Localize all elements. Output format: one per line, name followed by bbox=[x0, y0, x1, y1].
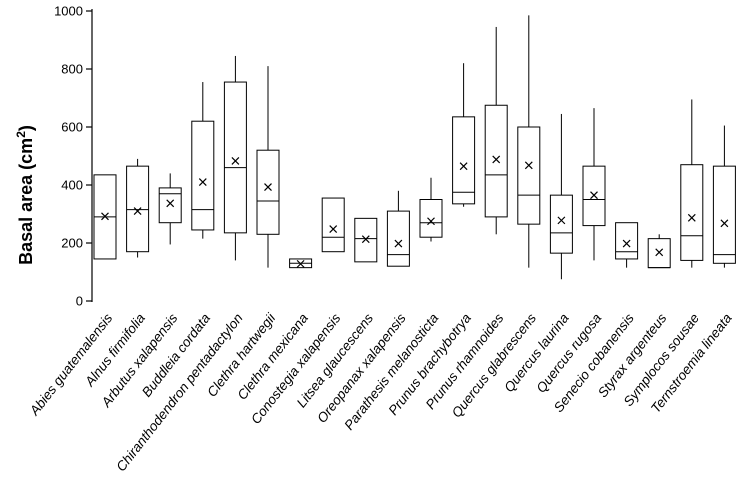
iqr-box bbox=[419, 199, 443, 238]
iqr-box bbox=[680, 164, 704, 261]
iqr-box bbox=[158, 187, 182, 224]
mean-marker bbox=[329, 225, 338, 234]
box-3 bbox=[158, 173, 182, 245]
mean-marker bbox=[622, 239, 631, 248]
mean-marker bbox=[264, 183, 272, 191]
box-14 bbox=[517, 15, 541, 268]
y-tick-label: 1000 bbox=[54, 4, 83, 19]
y-tick-label: 200 bbox=[61, 236, 83, 251]
mean-marker bbox=[427, 217, 435, 226]
iqr-box bbox=[354, 217, 378, 263]
iqr-box bbox=[321, 197, 345, 253]
mean-marker bbox=[687, 213, 696, 222]
box-2 bbox=[126, 158, 150, 258]
box-12 bbox=[452, 63, 476, 207]
box-8 bbox=[321, 197, 345, 253]
box-6 bbox=[256, 66, 280, 268]
iqr-box bbox=[126, 165, 150, 253]
mean-marker bbox=[361, 235, 370, 244]
mean-marker bbox=[231, 157, 240, 165]
iqr-box bbox=[452, 116, 476, 205]
mean-marker bbox=[459, 162, 468, 171]
y-tick-label: 0 bbox=[76, 294, 83, 309]
y-tick-label: 600 bbox=[61, 120, 83, 135]
box-15 bbox=[549, 113, 573, 280]
mean-marker bbox=[101, 212, 109, 221]
box-13 bbox=[484, 26, 508, 235]
y-axis-title-superscript: 2 bbox=[14, 131, 28, 138]
mean-marker bbox=[720, 219, 729, 228]
box-18 bbox=[647, 234, 671, 269]
mean-marker bbox=[133, 207, 142, 216]
iqr-box bbox=[484, 104, 508, 218]
y-axis-title: Basal area (cm2) bbox=[14, 125, 36, 265]
mean-marker bbox=[524, 161, 533, 170]
mean-marker bbox=[394, 239, 403, 248]
box-1 bbox=[93, 174, 117, 260]
box-19 bbox=[680, 99, 704, 268]
box-10 bbox=[386, 190, 410, 267]
iqr-box bbox=[386, 210, 410, 267]
box-17 bbox=[615, 222, 639, 268]
box-11 bbox=[419, 177, 443, 242]
mean-marker bbox=[590, 191, 598, 200]
box-7 bbox=[289, 258, 313, 269]
iqr-box bbox=[712, 165, 736, 264]
box-9 bbox=[354, 217, 378, 263]
iqr-box bbox=[582, 165, 606, 227]
box-20 bbox=[712, 125, 736, 268]
mean-marker bbox=[166, 199, 175, 208]
iqr-box bbox=[647, 238, 671, 269]
mean-marker bbox=[655, 248, 664, 257]
iqr-box bbox=[549, 194, 573, 254]
mean-marker bbox=[557, 216, 566, 225]
iqr-box bbox=[615, 222, 639, 260]
y-tick-label: 800 bbox=[61, 62, 83, 77]
mean-marker bbox=[198, 178, 207, 187]
box-16 bbox=[582, 108, 606, 261]
iqr-box bbox=[517, 126, 541, 225]
y-axis-title-suffix: ) bbox=[16, 125, 36, 131]
mean-marker bbox=[296, 259, 305, 268]
y-axis: 0 200 400 600 800 1000 bbox=[54, 4, 93, 309]
mean-marker bbox=[492, 155, 501, 164]
iqr-box bbox=[256, 149, 280, 235]
y-tick-label: 400 bbox=[61, 178, 83, 193]
iqr-box bbox=[191, 120, 215, 231]
box-plot-marks bbox=[93, 15, 736, 280]
box-4 bbox=[191, 82, 215, 239]
y-axis-title-main: Basal area (cm bbox=[16, 138, 36, 265]
iqr-box bbox=[223, 81, 247, 234]
box-5 bbox=[223, 55, 247, 261]
